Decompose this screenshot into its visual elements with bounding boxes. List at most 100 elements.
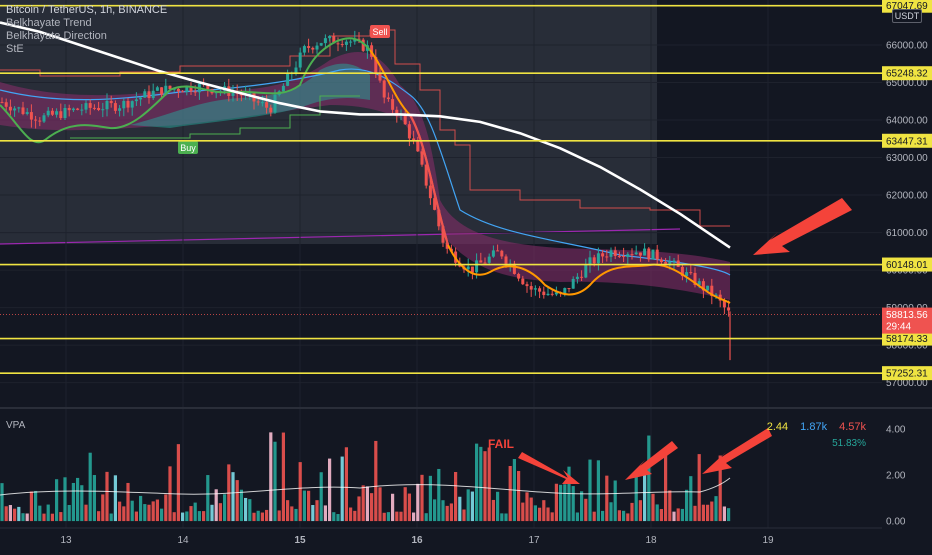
volume-bar bbox=[17, 506, 21, 522]
candle-body bbox=[500, 250, 504, 257]
price-level-badge-label: 57252.31 bbox=[886, 369, 928, 380]
annotation-arrow bbox=[753, 198, 852, 255]
candle-body bbox=[588, 257, 592, 266]
candle-body bbox=[403, 113, 407, 125]
candle-body bbox=[155, 87, 159, 91]
candle-body bbox=[260, 102, 264, 104]
volume-bar bbox=[92, 475, 96, 522]
candle-body bbox=[97, 107, 101, 111]
time-tick-label: 13 bbox=[60, 535, 72, 546]
volume-bar bbox=[479, 446, 483, 522]
volume-bar bbox=[651, 493, 655, 522]
candle-body bbox=[160, 87, 164, 95]
price-level-badge-label: 58174.33 bbox=[886, 334, 928, 345]
volume-bar bbox=[155, 499, 159, 522]
candle-body bbox=[563, 288, 567, 294]
volume-bar bbox=[181, 512, 185, 522]
candle-body bbox=[147, 91, 151, 99]
candle-body bbox=[659, 259, 663, 263]
volume-bar bbox=[571, 486, 575, 522]
candle-body bbox=[517, 273, 521, 279]
volume-bar bbox=[29, 491, 33, 522]
volume-bar bbox=[361, 485, 365, 522]
candle-body bbox=[571, 278, 575, 289]
time-tick-label: 14 bbox=[177, 535, 189, 546]
candle-body bbox=[168, 85, 172, 90]
volume-bar bbox=[63, 477, 67, 522]
currency-badge[interactable]: USDT bbox=[892, 9, 922, 23]
candle-body bbox=[643, 248, 647, 256]
candle-body bbox=[697, 281, 701, 285]
sell-signal bbox=[370, 25, 390, 38]
volume-bar bbox=[386, 512, 390, 522]
volume-bar bbox=[407, 493, 411, 522]
symbol-title[interactable]: Bitcoin / TetherUS, 1h, BINANCE bbox=[6, 4, 168, 16]
candle-body bbox=[248, 93, 252, 95]
volume-bar bbox=[160, 508, 164, 522]
volume-bar bbox=[130, 500, 134, 522]
volume-bar bbox=[466, 489, 470, 522]
candle-body bbox=[134, 99, 138, 102]
volume-bar bbox=[357, 496, 361, 522]
candle-body bbox=[382, 80, 386, 98]
candle-body bbox=[664, 262, 668, 264]
indicator-belkhayate-trend[interactable]: Belkhayate Trend bbox=[6, 17, 92, 29]
volume-bar bbox=[139, 495, 143, 522]
candle-body bbox=[92, 107, 96, 109]
volume-bar bbox=[428, 475, 432, 522]
volume-bar bbox=[525, 492, 529, 522]
volume-bar bbox=[470, 491, 474, 522]
price-tick-label: 62000.00 bbox=[886, 191, 928, 202]
volume-bar bbox=[546, 507, 550, 522]
candle-body bbox=[29, 112, 33, 120]
indicator-ste[interactable]: StE bbox=[6, 43, 24, 55]
bullish-cloud bbox=[130, 63, 370, 129]
candle-body bbox=[189, 86, 193, 92]
candle-body bbox=[533, 288, 537, 290]
volume-bar bbox=[500, 513, 504, 522]
volume-bar bbox=[210, 504, 214, 522]
candle-body bbox=[701, 281, 705, 291]
candle-body bbox=[617, 255, 621, 257]
annotation-arrow bbox=[518, 452, 580, 484]
candle-body bbox=[584, 265, 588, 278]
volume-bar bbox=[134, 511, 138, 522]
candle-body bbox=[353, 38, 357, 42]
candle-body bbox=[206, 84, 210, 90]
volume-bar bbox=[147, 504, 151, 522]
volume-bar bbox=[634, 474, 638, 522]
candle-body bbox=[512, 263, 516, 274]
candle-body bbox=[605, 256, 609, 258]
volume-bar bbox=[315, 500, 319, 522]
volume-tick-label: 4.00 bbox=[886, 424, 906, 435]
candle-body bbox=[273, 94, 277, 113]
volume-bar bbox=[344, 447, 348, 522]
candle-body bbox=[412, 138, 416, 141]
candle-body bbox=[139, 97, 143, 100]
candle-body bbox=[634, 252, 638, 255]
volume-bar bbox=[403, 487, 407, 522]
volume-bar bbox=[113, 475, 117, 522]
volume-bar bbox=[617, 510, 621, 522]
volume-bar bbox=[319, 472, 323, 522]
candle-body bbox=[336, 43, 340, 45]
volume-bar bbox=[122, 506, 126, 522]
candle-body bbox=[269, 107, 273, 113]
candle-body bbox=[483, 262, 487, 264]
volume-bar bbox=[76, 477, 80, 522]
price-level-badge bbox=[882, 66, 932, 81]
volume-bar bbox=[622, 510, 626, 522]
indicator-belkhayate-direction[interactable]: Belkhayate Direction bbox=[6, 30, 107, 42]
volume-bar bbox=[55, 479, 59, 522]
volume-bar bbox=[458, 496, 462, 522]
vpa-label[interactable]: VPA bbox=[6, 420, 26, 431]
belkhayate-trend-curve bbox=[0, 21, 731, 249]
vpa-stat-1: 2.44 bbox=[766, 421, 789, 433]
price-level-badge-label: 65248.32 bbox=[886, 69, 928, 80]
candle-body bbox=[441, 226, 445, 243]
candle-body bbox=[113, 103, 117, 111]
volume-bar bbox=[491, 499, 495, 522]
volume-bar bbox=[588, 459, 592, 522]
